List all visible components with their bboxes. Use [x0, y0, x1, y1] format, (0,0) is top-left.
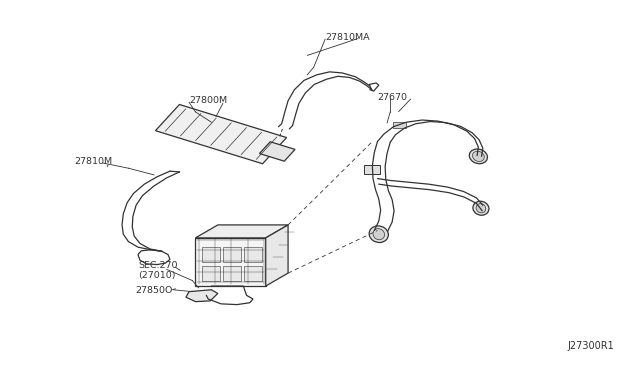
Bar	[202, 247, 220, 262]
Text: 27800M: 27800M	[189, 96, 227, 105]
Bar	[244, 266, 262, 280]
Ellipse shape	[469, 149, 488, 164]
Bar	[223, 247, 241, 262]
Polygon shape	[259, 142, 295, 161]
Ellipse shape	[472, 151, 484, 161]
Ellipse shape	[476, 203, 486, 213]
Text: J27300R1: J27300R1	[567, 341, 614, 351]
Bar	[244, 247, 262, 262]
Ellipse shape	[369, 226, 388, 243]
Bar	[223, 266, 241, 280]
Text: 27810MA: 27810MA	[325, 33, 370, 42]
Bar	[394, 122, 406, 128]
Polygon shape	[156, 105, 287, 164]
Ellipse shape	[473, 201, 489, 215]
Text: SEC.270: SEC.270	[138, 261, 177, 270]
Polygon shape	[195, 238, 266, 286]
Polygon shape	[195, 225, 288, 238]
Polygon shape	[266, 225, 288, 286]
Text: 27810M: 27810M	[74, 157, 112, 166]
Text: (27010): (27010)	[138, 271, 175, 280]
Polygon shape	[186, 290, 218, 302]
Text: 27670: 27670	[378, 93, 408, 102]
Ellipse shape	[373, 229, 385, 240]
Text: 27850O: 27850O	[135, 286, 172, 295]
Bar	[202, 266, 220, 280]
